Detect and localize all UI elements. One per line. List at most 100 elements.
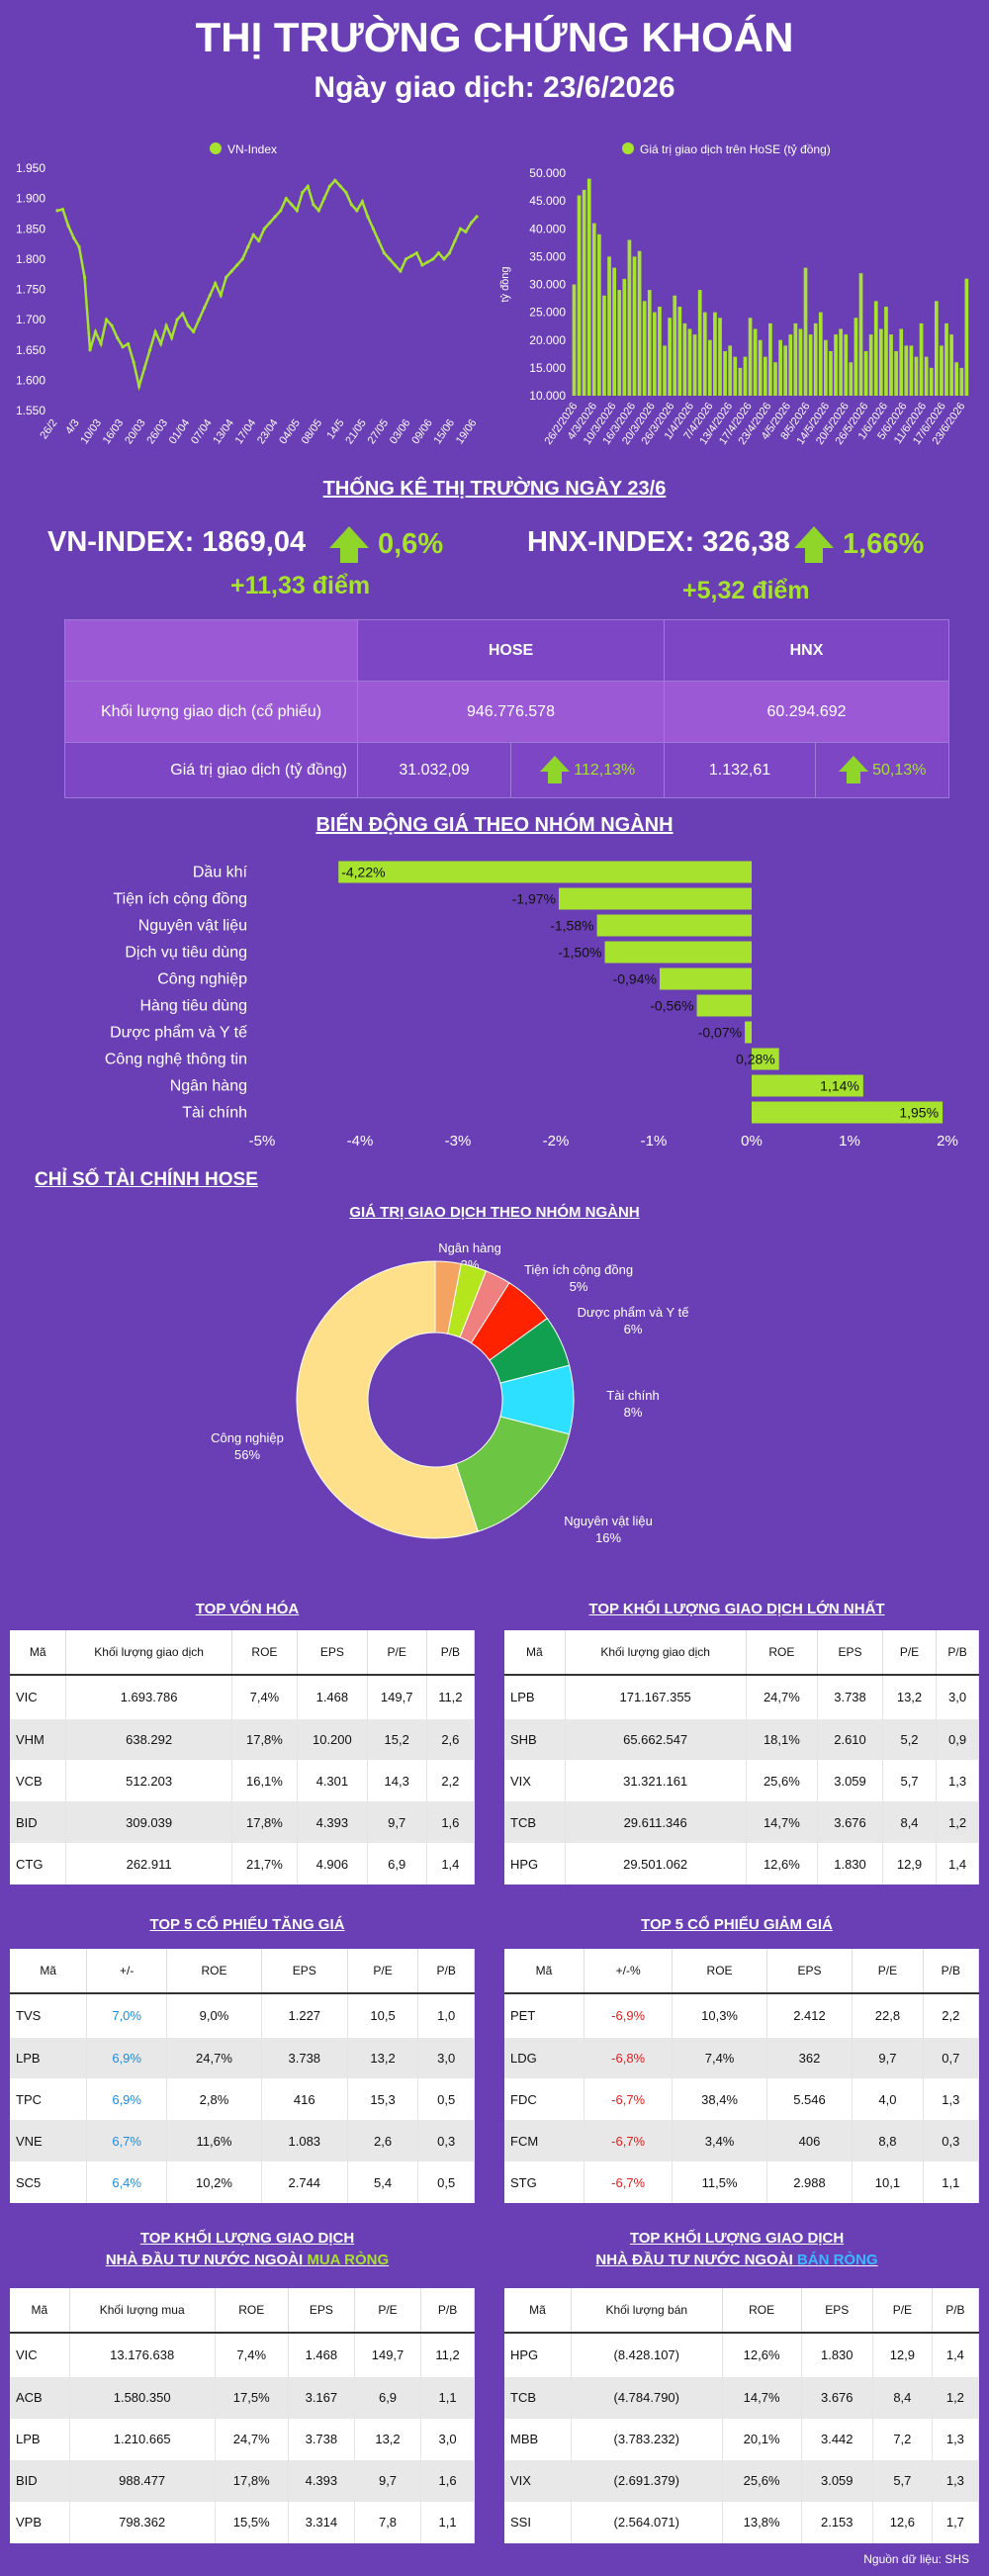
vnindex-up-arrow-icon: [329, 526, 369, 566]
foreign-sell-title: TOP KHỐI LƯỢNG GIAO DỊCH NHÀ ĐẦU TƯ NƯỚC…: [595, 2230, 878, 2268]
table-cell: FDC: [504, 2078, 584, 2121]
table-cell: 17,8%: [231, 1718, 299, 1761]
column-header: P/E: [852, 1949, 924, 1994]
bar: [586, 178, 591, 396]
bar: [668, 318, 672, 396]
table-cell: 29.611.346: [565, 1801, 747, 1844]
table-cell: 1.580.350: [69, 2376, 216, 2419]
trading-value-bar-chart: Giá trị giao dịch trên HoSE (tỷ đồng) 10.…: [499, 142, 969, 447]
data-point: [257, 238, 261, 243]
table-cell: 13.176.638: [69, 2333, 216, 2377]
table-cell: 16,1%: [231, 1760, 299, 1802]
table-cell: -6,9%: [584, 1993, 674, 2038]
table-cell: 18,1%: [746, 1718, 819, 1761]
slice-label: Nguyên vật liệu: [564, 1514, 653, 1528]
bar: [597, 233, 601, 396]
data-label: -1,50%: [558, 945, 601, 961]
table-cell: (8.428.107): [571, 2333, 723, 2377]
foreign-buy-table: Mã Khối lượng mua ROE EPS P/E P/B VIC 13.176.63…: [10, 2288, 475, 2543]
data-point: [431, 257, 435, 261]
bar: [713, 312, 717, 396]
table-row: STG -6,7% 11,5% 2.988 10,1 1,1: [504, 2162, 980, 2203]
top-volume-table: Mã Khối lượng giao dịch ROE EPS P/E P/B LPB 171…: [504, 1630, 979, 1885]
table-cell: 38,4%: [672, 2078, 767, 2121]
column-header: EPS: [297, 1630, 368, 1676]
data-point: [458, 227, 463, 230]
table-cell: 3,0: [936, 1675, 979, 1719]
table-cell: 1.083: [261, 2120, 348, 2162]
slice-label: Công nghiệp: [211, 1430, 284, 1445]
table-cell: HPG: [504, 2333, 572, 2377]
table-cell: 14,7%: [722, 2376, 802, 2419]
table-cell: TPC: [10, 2078, 88, 2121]
bar: [934, 301, 939, 396]
column-header: P/E: [882, 1630, 938, 1676]
table-row: LPB 1.210.665 24,7% 3.738 13,2 3,0: [10, 2418, 475, 2460]
table-cell: 10,3%: [672, 1993, 767, 2038]
y-tick-label: 25.000: [529, 306, 566, 320]
data-point: [469, 221, 474, 225]
data-point: [225, 275, 228, 279]
table-cell: LPB: [10, 2037, 88, 2079]
table-cell: 1,3: [923, 2078, 980, 2121]
hnx-volume: 60.294.692: [664, 681, 949, 743]
sector-bar: [696, 994, 752, 1017]
column-header: Mã: [10, 1630, 67, 1676]
column-header: P/B: [420, 2288, 475, 2334]
data-point: [148, 348, 152, 352]
data-label: -0,07%: [698, 1025, 742, 1041]
bar: [612, 267, 616, 396]
table-cell: 25,6%: [722, 2459, 802, 2502]
bar: [632, 256, 637, 396]
data-point: [388, 257, 392, 261]
table-cell: 10.200: [297, 1718, 368, 1761]
x-tick-label: 21/05: [343, 417, 369, 446]
data-point: [284, 197, 288, 201]
y-tick-label: 1.700: [16, 313, 45, 326]
table-cell: 9,0%: [166, 1993, 262, 2038]
table-cell: VCB: [10, 1760, 67, 1802]
y-tick-label: 40.000: [529, 222, 566, 235]
table-cell: BID: [10, 2459, 70, 2502]
bar: [591, 223, 596, 396]
table-cell: -6,7%: [584, 2078, 674, 2121]
bar: [637, 250, 642, 396]
data-point: [192, 329, 196, 333]
bar: [697, 290, 702, 396]
data-label: -4,22%: [341, 865, 385, 880]
y-axis-label: tỷ đồng: [499, 266, 511, 302]
header-row: Mã +/-% ROE EPS P/E P/B: [504, 1949, 980, 1994]
table-cell: 15,5%: [215, 2501, 289, 2543]
header-row: Mã Khối lượng bán ROE EPS P/E P/B: [504, 2288, 980, 2334]
y-tick-label: 1.900: [16, 192, 45, 206]
table-cell: 0,3: [923, 2120, 980, 2162]
table-row: LDG -6,8% 7,4% 362 9,7 0,7: [504, 2037, 980, 2079]
table-row: TCB (4.784.790) 14,7% 3.676 8,4 1,2: [504, 2376, 980, 2419]
legend-marker: [210, 142, 222, 154]
data-label: 1,95%: [899, 1105, 939, 1121]
table-cell: 7,4%: [672, 2037, 767, 2079]
table-cell: 512.203: [65, 1760, 232, 1802]
table-cell: 3.738: [817, 1675, 883, 1719]
data-point: [327, 184, 331, 188]
table-cell: 5,2: [882, 1718, 938, 1761]
bar: [653, 312, 657, 396]
bar: [728, 345, 733, 396]
table-cell: 12,6: [872, 2501, 933, 2543]
table-cell: 7,8: [354, 2501, 422, 2543]
top-volume-title: TOP KHỐI LƯỢNG GIAO DỊCH LỚN NHẤT: [588, 1601, 885, 1617]
column-header: P/B: [936, 1630, 979, 1676]
table-row: TPC 6,9% 2,8% 416 15,3 0,5: [10, 2078, 475, 2121]
table-cell: 149,7: [354, 2333, 422, 2377]
bar: [824, 339, 828, 396]
x-tick-label: 13/04: [211, 417, 236, 446]
column-header: Mã: [10, 1949, 88, 1994]
sector-bar: [558, 887, 752, 910]
data-point: [153, 329, 157, 333]
table-row: TVS 7,0% 9,0% 1.227 10,5 1,0: [10, 1993, 475, 2038]
table-cell: 12,9: [882, 1843, 938, 1885]
hnxindex-up-arrow-icon: [794, 526, 834, 566]
hnx-value-pct: 50,13%: [872, 761, 927, 779]
table-cell: 29.501.062: [565, 1843, 747, 1885]
table-row: VIX 31.321.161 25,6% 3.059 5,7 1,3: [504, 1760, 979, 1802]
